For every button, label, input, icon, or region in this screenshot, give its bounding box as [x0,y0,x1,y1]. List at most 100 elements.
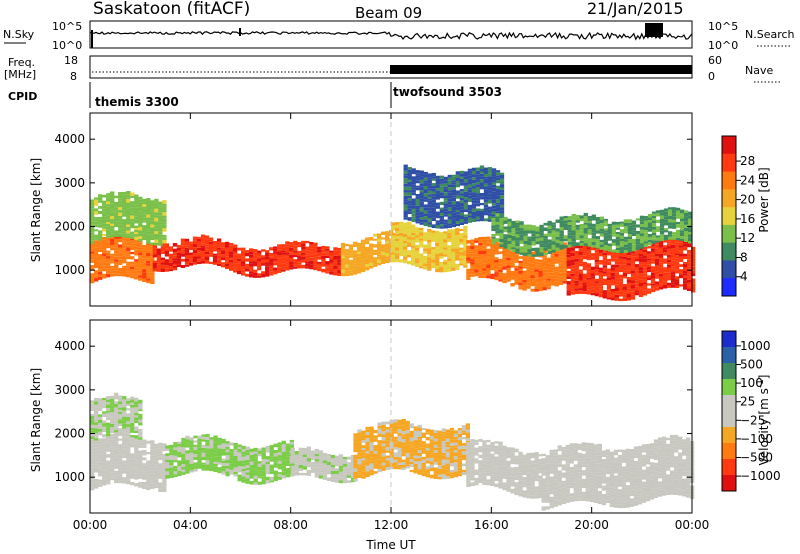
data-cell [192,253,198,257]
data-cell [437,430,442,434]
data-cell [138,263,143,267]
data-cell [265,256,270,260]
data-cell [686,276,692,280]
data-cell [607,231,613,235]
data-cell [539,247,544,250]
data-cell [285,241,290,245]
data-cell [325,248,330,251]
data-cell [431,251,436,255]
data-cell [146,225,151,230]
data-cell [253,458,258,462]
data-cell [130,264,135,267]
data-cell [389,466,394,470]
data-cell [257,451,262,454]
data-cell [146,250,151,253]
data-cell [384,256,390,260]
data-cell [534,264,539,267]
data-cell [352,272,358,275]
data-cell [530,273,535,276]
data-cell [582,267,587,271]
data-cell [667,207,673,210]
data-cell [498,466,503,471]
data-cell [445,461,450,464]
data-cell [138,268,143,271]
data-cell [146,256,151,259]
data-cell [94,447,99,451]
data-cell [381,450,386,454]
data-cell [142,206,147,209]
data-cell [638,267,644,271]
data-cell [281,440,286,445]
data-cell [364,237,370,241]
data-cell [122,439,127,443]
data-cell [487,206,493,210]
data-cell [130,469,135,474]
data-cell [482,450,487,455]
data-cell [419,179,424,184]
data-cell [415,237,420,241]
data-cell [546,266,551,270]
data-cell [691,261,696,264]
data-cell [491,236,496,239]
data-cell [253,272,258,276]
data-cell [510,450,515,453]
data-cell [658,283,664,287]
data-cell [455,267,460,270]
data-cell [356,269,362,274]
data-cell [594,290,599,294]
data-cell [364,262,370,265]
data-cell [330,467,336,471]
data-cell [562,257,567,261]
data-cell [281,244,286,248]
data-cell [471,174,477,178]
data-cell [658,250,664,254]
data-cell [200,237,206,242]
data-cell [114,205,119,208]
data-cell [172,267,178,271]
data-cell [356,242,362,247]
data-cell [670,263,676,267]
data-cell [514,484,519,488]
data-cell [542,280,547,283]
data-cell [565,499,570,503]
data-cell [142,439,147,443]
data-cell [114,470,119,473]
data-cell [297,256,302,259]
data-cell [459,219,465,223]
data-cell [545,498,550,501]
colorbar-segment [722,260,736,279]
data-cell [224,241,230,245]
data-cell [269,252,274,257]
data-cell [289,257,294,262]
data-cell [423,174,428,178]
data-cell [297,260,302,263]
data-cell [290,470,295,474]
data-cell [154,228,159,232]
data-cell [439,195,444,199]
data-cell [317,268,322,272]
data-cell [526,272,531,275]
data-cell [154,215,159,218]
data-cell [365,441,370,446]
data-cell [298,459,303,463]
data-cell [405,446,410,450]
data-cell [546,280,551,284]
data-cell [200,260,206,264]
data-cell [162,206,167,210]
data-cell [594,283,599,287]
data-cell [470,239,475,243]
data-cell [534,470,539,474]
data-cell [204,244,210,247]
data-cell [385,427,390,430]
data-cell [188,262,194,266]
data-cell [542,272,547,276]
data-cell [225,465,230,469]
data-cell [518,280,523,284]
data-cell [682,270,688,274]
data-cell [173,453,178,456]
data-cell [419,170,424,175]
data-cell [193,444,198,447]
data-cell [318,467,324,470]
data-cell [102,262,107,266]
data-cell [377,451,382,455]
